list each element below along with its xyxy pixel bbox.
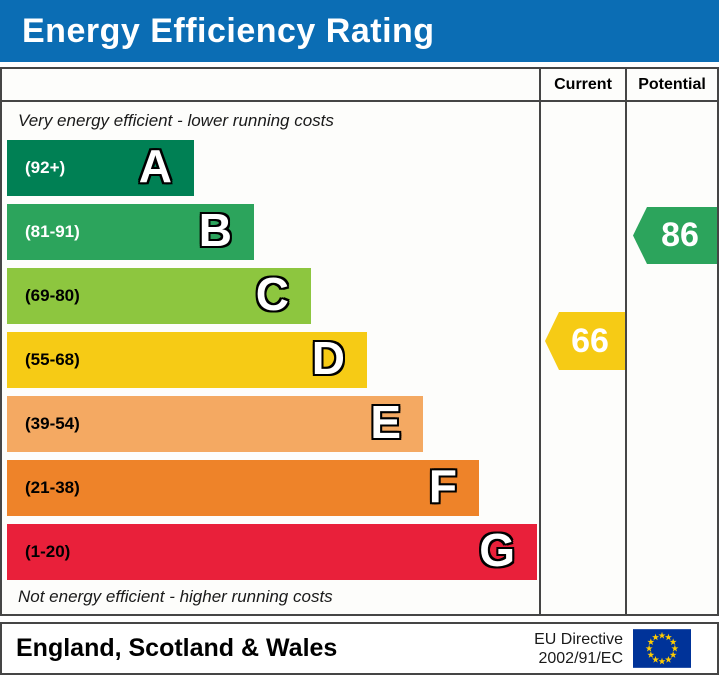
eu-directive-line2: 2002/91/EC (538, 650, 623, 667)
band-row: (92+) A (7, 140, 194, 196)
page-title: Energy Efficiency Rating (22, 12, 435, 50)
footer-bar: England, Scotland & Wales EU Directive 2… (0, 622, 719, 675)
region-label: England, Scotland & Wales (16, 634, 338, 662)
band-range-label: (92+) (25, 158, 66, 177)
top-note: Very energy efficient - lower running co… (18, 111, 334, 130)
eu-directive-label: EU Directive 2002/91/EC (534, 630, 623, 668)
band-range-label: (81-91) (25, 222, 80, 241)
band-range-label: (69-80) (25, 286, 80, 305)
rating-bands: (92+) A (81-91) B (69-80) C (55-68) D (3… (7, 140, 539, 588)
band-letter: D (311, 331, 345, 384)
potential-rating-value: 86 (661, 216, 699, 254)
band-letter: A (138, 139, 172, 192)
bottom-note: Not energy efficient - higher running co… (18, 587, 333, 606)
band-letter: B (198, 203, 232, 256)
band-range-label: (55-68) (25, 350, 80, 369)
band-letter: F (428, 459, 457, 512)
band-range-label: (21-38) (25, 478, 80, 497)
eu-flag-icon (633, 629, 691, 668)
band-letter: E (370, 395, 401, 448)
title-bar: Energy Efficiency Rating (0, 0, 719, 62)
potential-column-header: Potential (638, 76, 706, 93)
band-row: (1-20) G (7, 524, 537, 580)
band-row: (39-54) E (7, 396, 423, 452)
band-row: (81-91) B (7, 204, 254, 260)
band-range-label: (39-54) (25, 414, 80, 433)
header-underline (2, 100, 717, 102)
band-range-label: (1-20) (25, 542, 71, 561)
current-rating-arrow: 66 (545, 312, 625, 370)
band-row: (21-38) F (7, 460, 479, 516)
potential-rating-arrow: 86 (633, 207, 717, 264)
rating-table: Current Potential Very energy efficient … (0, 67, 719, 616)
band-row: (69-80) C (7, 268, 311, 324)
eu-directive-line1: EU Directive (534, 631, 623, 648)
current-rating-value: 66 (571, 321, 609, 360)
current-column-divider (539, 69, 541, 614)
current-column-header: Current (554, 76, 612, 93)
band-letter: G (479, 523, 515, 576)
band-row: (55-68) D (7, 332, 367, 388)
band-letter: C (255, 267, 289, 320)
potential-column-divider (625, 69, 627, 614)
